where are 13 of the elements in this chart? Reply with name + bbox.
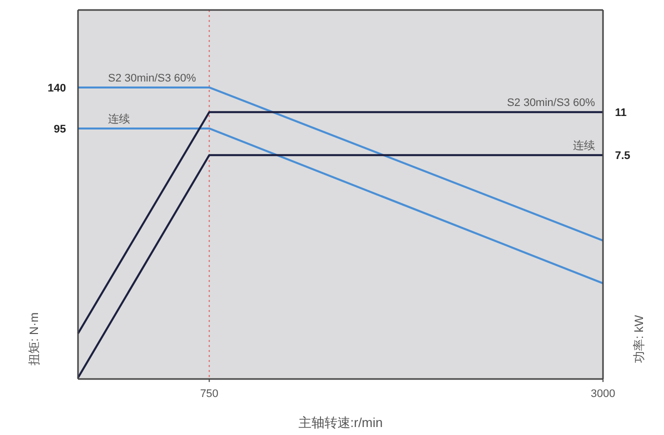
series-label: 连续 <box>573 139 595 152</box>
series-label: S2 30min/S3 60% <box>108 72 196 84</box>
series-label: 连续 <box>108 112 130 126</box>
y2-tick-label: 7.5 <box>615 150 630 162</box>
y2-tick-label: 11 <box>615 107 627 120</box>
series-label: S2 30min/S3 60% <box>506 97 596 110</box>
x-tick-label: 3000 <box>590 388 616 400</box>
x-axis-title: 主轴转速:r/min <box>298 415 383 430</box>
y2-axis-title: 功率: kW <box>632 314 646 363</box>
y-axis-title: 扭矩: N·m <box>27 312 41 366</box>
y-tick-label: 95 <box>54 123 66 136</box>
x-tick-label: 750 <box>200 388 218 400</box>
y-tick-label: 140 <box>48 82 66 94</box>
